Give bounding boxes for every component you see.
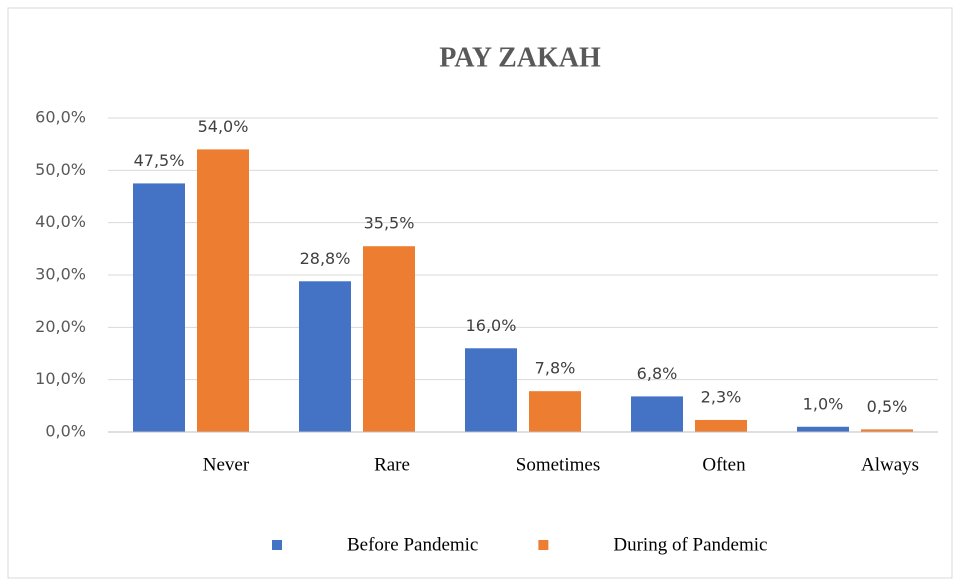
bar (197, 149, 249, 432)
chart-title: PAY ZAKAH (439, 42, 601, 73)
data-label: 47,5% (134, 151, 185, 170)
y-tick-label: 60,0% (35, 108, 86, 127)
data-label: 28,8% (300, 249, 351, 268)
data-label: 7,8% (535, 359, 576, 378)
bar (861, 429, 913, 432)
y-tick-label: 0,0% (45, 422, 86, 441)
y-tick-label: 20,0% (35, 317, 86, 336)
legend-label: Before Pandemic (347, 534, 478, 555)
data-label: 0,5% (867, 397, 908, 416)
data-label: 6,8% (637, 364, 678, 383)
bar (133, 183, 185, 432)
x-tick-label: Sometimes (516, 454, 600, 475)
bar (363, 246, 415, 432)
x-tick-label: Rare (374, 454, 410, 475)
data-label: 1,0% (803, 394, 844, 413)
bar (465, 348, 517, 432)
y-tick-label: 40,0% (35, 212, 86, 231)
legend-label: During of Pandemic (613, 534, 767, 555)
legend-swatch (272, 540, 282, 550)
bar (797, 426, 849, 432)
x-tick-label: Often (702, 454, 746, 475)
bar (631, 396, 683, 432)
data-label: 2,3% (701, 387, 742, 406)
x-tick-label: Never (203, 454, 250, 475)
data-label: 54,0% (198, 117, 249, 136)
legend-swatch (538, 540, 549, 550)
y-tick-label: 30,0% (35, 265, 86, 284)
data-label: 16,0% (466, 316, 517, 335)
x-tick-label: Always (861, 454, 919, 475)
data-label: 35,5% (364, 214, 415, 233)
bar (529, 391, 581, 432)
y-tick-label: 50,0% (35, 160, 86, 179)
y-tick-label: 10,0% (35, 369, 86, 388)
bar (299, 281, 351, 432)
bar (695, 419, 747, 432)
